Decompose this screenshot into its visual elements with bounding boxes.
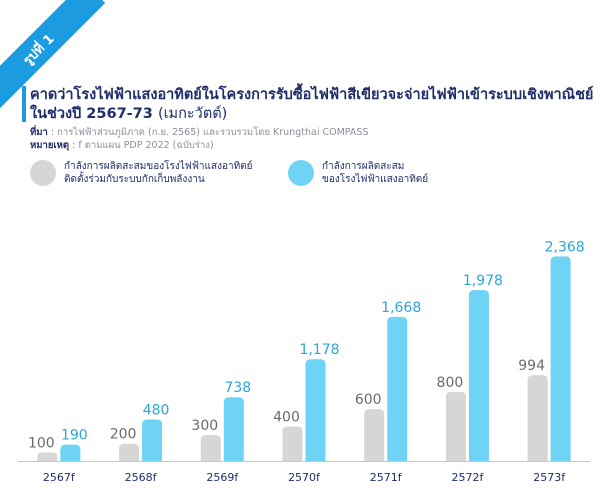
chart-title-line1: คาดว่าโรงไฟฟ้าแสงอาทิตย์ในโครงการรับซื้อ… bbox=[30, 87, 594, 103]
chart-title-unit: (เมกะวัตต์) bbox=[157, 106, 228, 122]
bar-chart: 100 190 2567f 200 480 2568f 300 738 2569f 400 1,17… bbox=[18, 239, 590, 484]
bar-storage-2570f bbox=[282, 426, 303, 461]
data-label-storage-2569f: 300 bbox=[191, 418, 218, 434]
bar-solar-2572f bbox=[468, 290, 489, 461]
note-label: หมายเหตุ bbox=[30, 140, 70, 151]
data-label-solar-2572f: 1,978 bbox=[463, 273, 503, 289]
bar-storage-2572f bbox=[445, 391, 466, 461]
x-tick-label-2572f: 2572f bbox=[451, 471, 484, 484]
data-label-storage-2568f: 200 bbox=[110, 427, 137, 443]
data-label-solar-2567f: 190 bbox=[61, 428, 88, 444]
bar-storage-2568f bbox=[119, 443, 140, 461]
bar-solar-2571f bbox=[387, 316, 408, 461]
chart-title-period: ในช่วงปี 2567-73 bbox=[30, 106, 153, 122]
legend-item-solar: กำลังการผลิตสะสม ของโรงไฟฟ้าแสงอาทิตย์ bbox=[288, 160, 428, 186]
data-label-solar-2570f: 1,178 bbox=[299, 342, 339, 358]
note-line: หมายเหตุ : f ตามแผน PDP 2022 (ฉบับร่าง) bbox=[30, 139, 595, 152]
bar-solar-2568f bbox=[142, 419, 163, 461]
legend-swatch-storage bbox=[30, 160, 56, 186]
data-label-solar-2569f: 738 bbox=[224, 380, 251, 396]
bar-solar-2569f bbox=[223, 397, 244, 461]
bar-solar-2567f bbox=[60, 444, 81, 461]
x-tick-label-2570f: 2570f bbox=[288, 471, 321, 484]
legend-swatch-solar bbox=[288, 160, 314, 186]
bar-solar-2573f bbox=[550, 256, 571, 461]
data-label-storage-2567f: 100 bbox=[28, 435, 55, 451]
data-label-storage-2571f: 600 bbox=[355, 392, 382, 408]
source-text: : การไฟฟ้าส่วนภูมิภาค (ก.ย. 2565) และรวบ… bbox=[50, 127, 369, 138]
note-text: : f ตามแผน PDP 2022 (ฉบับร่าง) bbox=[72, 140, 214, 151]
data-label-solar-2568f: 480 bbox=[143, 403, 170, 419]
x-tick-label-2569f: 2569f bbox=[206, 471, 239, 484]
legend-item-storage: กำลังการผลิตสะสมของโรงไฟฟ้าแสงอาทิตย์ ติ… bbox=[30, 160, 253, 186]
bar-solar-2570f bbox=[305, 359, 326, 461]
bar-storage-2573f bbox=[527, 375, 548, 461]
data-label-solar-2571f: 1,668 bbox=[381, 300, 421, 316]
source-line: ที่มา : การไฟฟ้าส่วนภูมิภาค (ก.ย. 2565) … bbox=[30, 126, 595, 139]
bar-storage-2571f bbox=[364, 409, 385, 461]
bar-storage-2567f bbox=[37, 452, 58, 461]
data-label-storage-2572f: 800 bbox=[437, 375, 464, 391]
chart-notes: ที่มา : การไฟฟ้าส่วนภูมิภาค (ก.ย. 2565) … bbox=[30, 126, 595, 152]
x-tick-label-2568f: 2568f bbox=[125, 471, 158, 484]
chart-title: คาดว่าโรงไฟฟ้าแสงอาทิตย์ในโครงการรับซื้อ… bbox=[30, 86, 595, 124]
x-tick-label-2571f: 2571f bbox=[370, 471, 403, 484]
legend-label-storage: กำลังการผลิตสะสมของโรงไฟฟ้าแสงอาทิตย์ ติ… bbox=[64, 161, 253, 185]
legend-label-solar: กำลังการผลิตสะสม ของโรงไฟฟ้าแสงอาทิตย์ bbox=[322, 161, 429, 185]
chart-title-line2: ในช่วงปี 2567-73 (เมกะวัตต์) bbox=[30, 105, 595, 124]
data-label-storage-2573f: 994 bbox=[518, 358, 545, 374]
x-tick-label-2567f: 2567f bbox=[43, 471, 76, 484]
source-label: ที่มา bbox=[30, 127, 48, 138]
x-tick-label-2573f: 2573f bbox=[533, 471, 566, 484]
data-label-solar-2573f: 2,368 bbox=[545, 239, 585, 255]
bar-storage-2569f bbox=[200, 435, 221, 461]
title-accent-bar bbox=[22, 86, 26, 122]
data-label-storage-2570f: 400 bbox=[273, 409, 300, 425]
